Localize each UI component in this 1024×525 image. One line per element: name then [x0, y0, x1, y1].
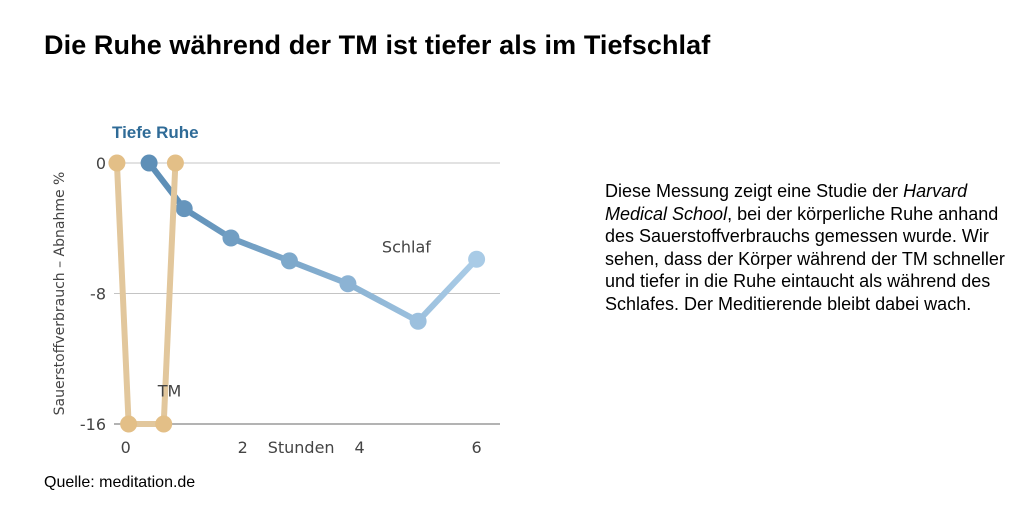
data-point-schlaf: [339, 275, 357, 293]
data-point-schlaf: [175, 200, 193, 218]
data-point-tm: [155, 415, 173, 433]
chart-title: Tiefe Ruhe: [112, 123, 199, 142]
description-part2: , bei der körperliche Ruhe anhand des Sa…: [605, 203, 1005, 314]
page-title: Die Ruhe während der TM ist tiefer als i…: [44, 30, 711, 60]
data-point-tm: [108, 154, 126, 172]
x-tick-label: 0: [121, 438, 131, 457]
chart: 0 -8 -16 0 2 4 6 Stunden Sauerstoffverbrauch – A…: [52, 154, 500, 457]
description-part1: Diese Messung zeigt eine Studie der: [605, 181, 904, 201]
source-note: Quelle: meditation.de: [44, 474, 196, 491]
x-axis-label: Stunden: [268, 438, 335, 457]
x-tick-label: 6: [472, 438, 482, 457]
data-point-tm: [166, 154, 184, 172]
x-tick-label: 4: [355, 438, 365, 457]
y-tick-label: -16: [80, 415, 106, 434]
data-point-schlaf: [468, 250, 486, 268]
description-text: Diese Messung zeigt eine Studie der Harv…: [605, 180, 1005, 315]
line-chart: 0 -8 -16 0 2 4 6 Stunden Sauerstoffverbrauch – A…: [52, 154, 500, 457]
y-tick-label: 0: [96, 154, 106, 173]
y-tick-label: -8: [90, 285, 106, 304]
x-tick-label: 2: [238, 438, 248, 457]
series-label-tm: TM: [157, 381, 182, 400]
y-axis-label: Sauerstoffverbrauch – Abnahme %: [52, 172, 68, 416]
data-point-schlaf: [409, 312, 427, 330]
data-point-schlaf: [140, 154, 158, 172]
description-institution: Harvard Medical School: [605, 181, 968, 224]
data-point-schlaf: [280, 252, 298, 270]
data-point-schlaf: [222, 229, 240, 247]
series-line-tm: [113, 160, 179, 427]
data-point-tm: [120, 415, 138, 433]
series-label-schlaf: Schlaf: [382, 238, 431, 257]
